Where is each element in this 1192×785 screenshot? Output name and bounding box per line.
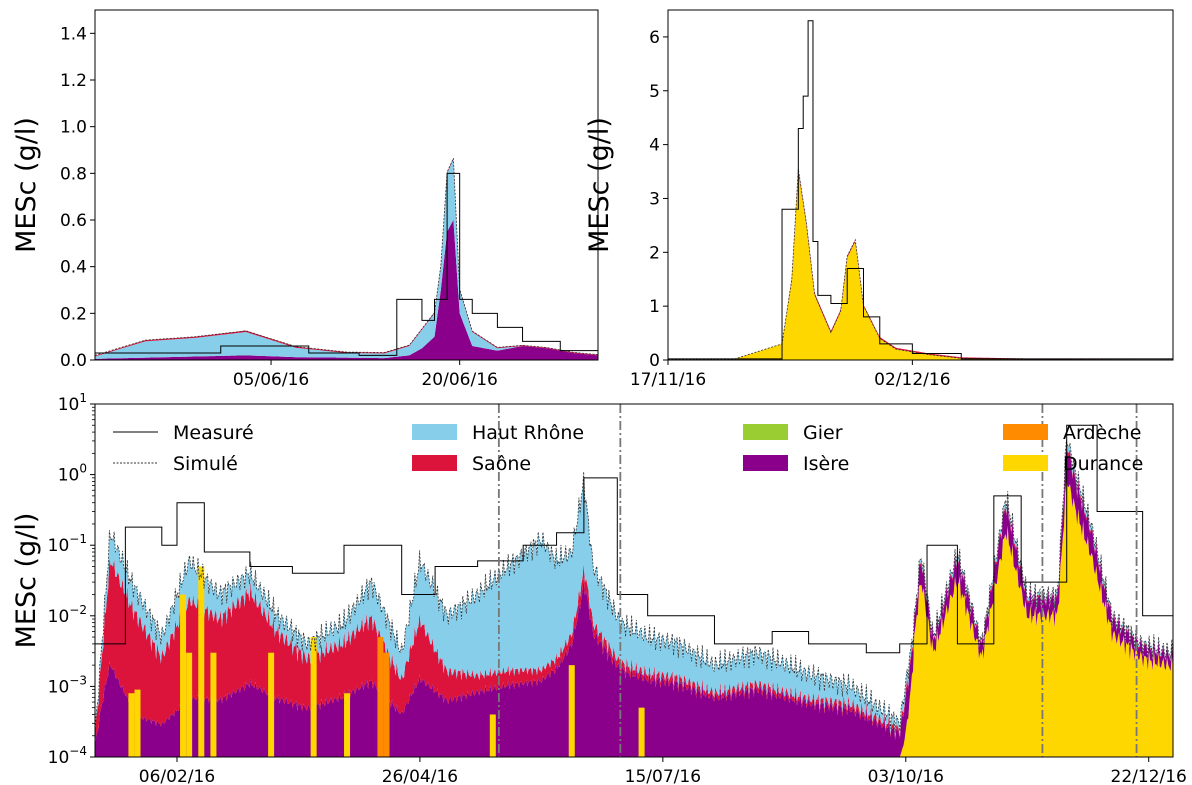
- spike-durance: [134, 689, 141, 757]
- y-axis-label: MESc (g/l): [584, 117, 615, 253]
- legend-item-saone: Saône: [412, 453, 531, 475]
- x-tick-label: 02/12/16: [874, 370, 950, 390]
- simulated-line: [95, 440, 1173, 736]
- area-saone: [95, 446, 1173, 747]
- legend-label: Durance: [1063, 453, 1143, 475]
- spike-durance: [638, 707, 645, 757]
- spike-durance: [568, 665, 575, 757]
- legend-label: Simulé: [173, 453, 238, 475]
- y-tick-label: 0.4: [60, 258, 87, 278]
- y-tick-label: 10−4: [48, 744, 87, 768]
- spike-ardeche: [383, 652, 390, 757]
- x-tick-label: 03/10/16: [868, 767, 944, 785]
- y-tick-label: 5: [649, 82, 660, 102]
- plot-area: [95, 404, 1173, 757]
- legend-item-measured: Measuré: [113, 422, 254, 444]
- spike-durance: [186, 652, 193, 757]
- y-tick-label: 0.0: [60, 351, 87, 371]
- y-axis-label: MESc (g/l): [11, 513, 42, 649]
- y-tick-label: 3: [649, 189, 660, 209]
- measured-line: [95, 424, 1173, 654]
- spike-durance: [268, 652, 275, 757]
- legend-patch-swatch: [743, 424, 788, 440]
- y-tick-label: 1.4: [60, 24, 87, 44]
- measured-line: [95, 172, 598, 356]
- y-tick-label: 10−1: [48, 532, 87, 556]
- plot-area: [95, 158, 598, 360]
- legend-patch-swatch: [412, 424, 457, 440]
- x-tick-label: 17/11/16: [630, 370, 706, 390]
- y-axis-label: MESc (g/l): [11, 117, 42, 253]
- y-tick-label: 10−3: [48, 673, 87, 697]
- legend-item-ardeche: Ardèche: [1003, 422, 1141, 444]
- area-saone: [95, 158, 598, 357]
- y-tick-label: 1.2: [60, 71, 87, 91]
- x-tick-label: 22/12/16: [1111, 767, 1187, 785]
- legend-label: Isère: [803, 453, 849, 475]
- x-tick-label: 20/06/16: [421, 370, 497, 390]
- x-tick-label: 26/04/16: [382, 767, 458, 785]
- y-tick-label: 0: [649, 351, 660, 371]
- y-tick-label: 0.8: [60, 164, 87, 184]
- legend-patch-swatch: [1003, 455, 1048, 471]
- legend-item-durance: Durance: [1003, 453, 1143, 475]
- area-durance: [668, 176, 1173, 360]
- legend: Measuré Simulé Haut Rhône Saône Gier Isère Ard…: [113, 422, 1143, 475]
- plot-area: [668, 20, 1173, 360]
- y-tick-label: 1.0: [60, 118, 87, 138]
- legend-label: Haut Rhône: [472, 422, 584, 444]
- y-tick-label: 10−2: [48, 603, 87, 627]
- spike-durance: [310, 637, 317, 757]
- spike-durance: [489, 714, 496, 757]
- spike-ardeche: [377, 637, 384, 757]
- legend-item-haut-rhone: Haut Rhône: [412, 422, 584, 444]
- axes-frame: [94, 9, 599, 361]
- axes-frame: [667, 9, 1174, 361]
- top-left-panel: 0.0 0.2 0.4 0.6 0.8 1.0 1.2 1.4 05/06/16 20/06/16…: [11, 9, 599, 390]
- legend-patch-swatch: [412, 455, 457, 471]
- x-tick-label: 05/06/16: [233, 370, 309, 390]
- spike-durance: [210, 652, 217, 757]
- spike-durance: [198, 566, 205, 757]
- axes-frame: [94, 403, 1174, 758]
- simulated-line: [668, 168, 1173, 360]
- spike-durance: [180, 594, 187, 757]
- legend-patch-swatch: [743, 455, 788, 471]
- legend-label: Ardèche: [1063, 422, 1141, 444]
- x-tick-label: 06/02/16: [139, 767, 215, 785]
- spike-durance: [344, 693, 351, 757]
- legend-label: Saône: [472, 453, 531, 475]
- simulated-line: [95, 158, 598, 356]
- top-right-panel: 0 1 2 3 4 5 6 17/11/16 02/12/16 MESc (g/l): [584, 9, 1174, 390]
- legend-item-gier: Gier: [743, 422, 843, 444]
- y-tick-label: 100: [58, 462, 87, 486]
- legend-item-simulated: Simulé: [113, 453, 238, 475]
- y-tick-label: 4: [649, 136, 660, 156]
- area-saone: [668, 173, 1173, 360]
- legend-label: Gier: [803, 422, 843, 444]
- y-tick-label: 0.2: [60, 304, 87, 324]
- y-tick-label: 0.6: [60, 211, 87, 231]
- y-tick-label: 1: [649, 297, 660, 317]
- spike-durance: [128, 693, 135, 757]
- legend-label: Measuré: [173, 422, 254, 444]
- legend-item-isere: Isère: [743, 453, 849, 475]
- measured-line: [668, 20, 1173, 360]
- x-tick-label: 15/07/16: [625, 767, 701, 785]
- y-tick-label: 6: [649, 28, 660, 48]
- y-tick-label: 2: [649, 243, 660, 263]
- legend-patch-swatch: [1003, 424, 1048, 440]
- y-tick-label: 101: [58, 391, 87, 415]
- bottom-panel: 10−4 10−3 10−2 10−1 100 101 06/02/16 26/04/16 15…: [11, 391, 1187, 785]
